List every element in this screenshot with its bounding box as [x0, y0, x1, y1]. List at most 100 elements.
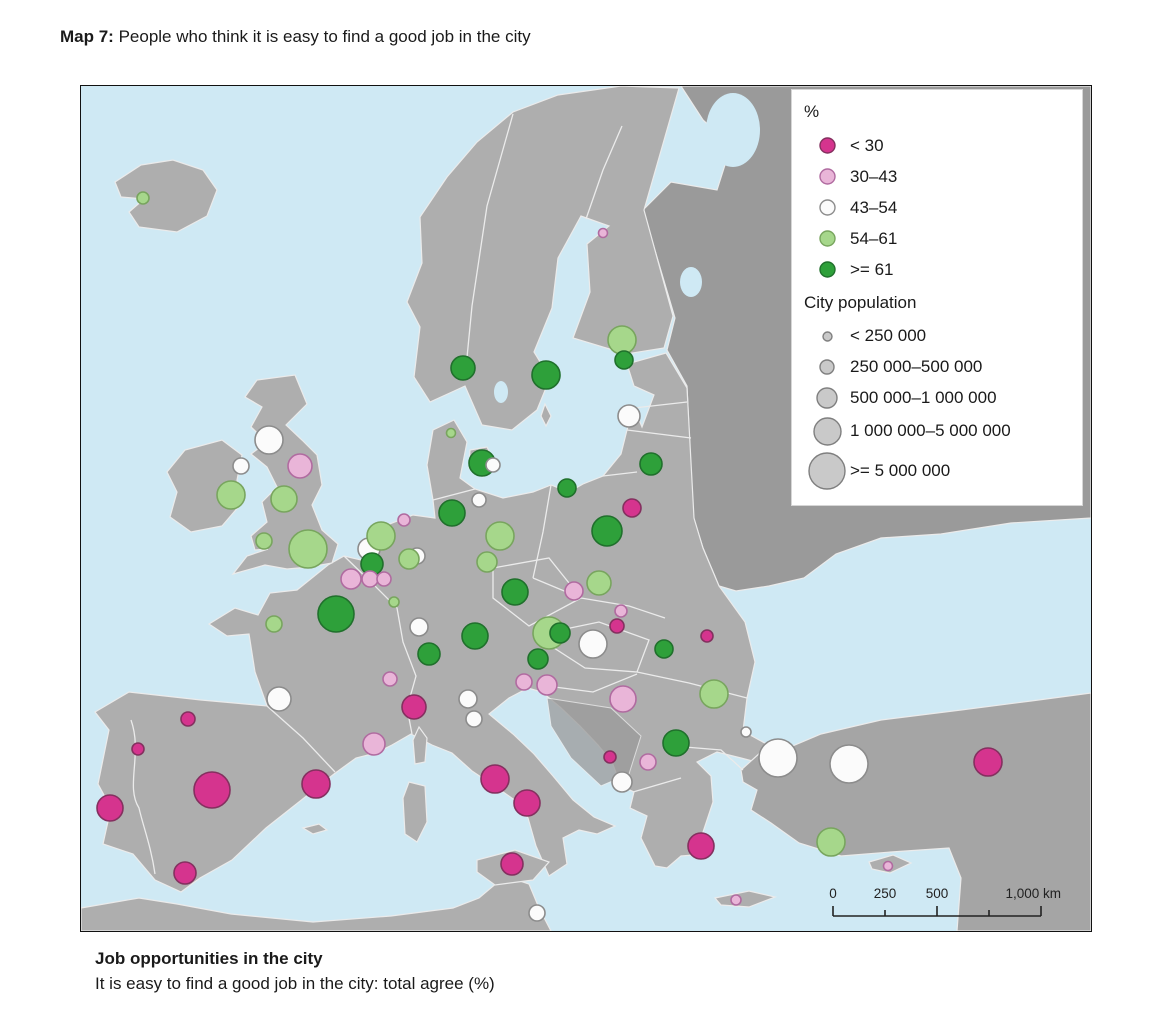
legend-population-label: >= 5 000 000 [850, 461, 951, 480]
city-circle [611, 771, 633, 793]
city-circle [131, 742, 145, 756]
legend-swatch-circle [821, 330, 833, 342]
legend-percent-label: < 30 [850, 135, 884, 155]
city-circle [173, 861, 197, 885]
legend-percent-item: 30–43 [804, 161, 1082, 192]
legend-percent-label: 54–61 [850, 228, 898, 248]
land-ireland [166, 439, 243, 533]
city-circle [617, 404, 641, 428]
city-circle [397, 513, 411, 527]
land-crete [713, 890, 778, 908]
city-circle [266, 686, 292, 712]
city-circle [687, 832, 715, 860]
city-circle [882, 860, 894, 872]
land-great-britain [231, 374, 339, 576]
legend-color-swatch [804, 136, 850, 155]
lake-ladoga [680, 267, 702, 297]
city-circle [586, 570, 612, 596]
legend-population-label: 250 000–500 000 [850, 356, 983, 376]
legend-percent-item: >= 61 [804, 254, 1082, 285]
city-circle [254, 425, 284, 455]
city-circle [458, 689, 478, 709]
city-circle [614, 350, 634, 370]
city-circle [597, 227, 609, 239]
land-gotland [540, 402, 552, 428]
city-circle [287, 453, 313, 479]
lake-vanern [494, 381, 508, 403]
legend-population-item: 500 000–1 000 000 [804, 382, 1082, 414]
city-circle [398, 548, 420, 570]
legend-swatch-circle [818, 137, 836, 154]
city-circle [531, 360, 561, 390]
city-circle [730, 894, 742, 906]
legend-percent-label: >= 61 [850, 259, 894, 279]
legend-population-item: >= 5 000 000 [804, 448, 1082, 494]
city-circle [317, 595, 355, 633]
map-title: Map 7: People who think it is easy to fi… [60, 27, 531, 47]
legend-population-classes: < 250 000 250 000–500 000 500 000–1 000 00… [804, 321, 1082, 494]
scale-bar-tick-label: 500 [926, 886, 949, 901]
city-circle [829, 744, 869, 784]
city-circle [438, 499, 466, 527]
city-circle [417, 642, 441, 666]
city-circle [654, 639, 674, 659]
city-circle [96, 794, 124, 822]
city-circle [232, 457, 250, 475]
city-circle [480, 764, 510, 794]
scale-bar-tick-label: 0 [829, 886, 837, 901]
city-circle [603, 750, 617, 764]
map-title-text: People who think it is easy to find a go… [113, 27, 531, 46]
city-circle [216, 480, 246, 510]
legend-population-item: 250 000–500 000 [804, 351, 1082, 382]
city-circle [461, 622, 489, 650]
scale-bar-end-label: 1,000 km [1005, 886, 1061, 901]
city-circle [639, 753, 657, 771]
city-circle [361, 570, 379, 588]
city-circle [288, 529, 328, 569]
city-circle [816, 827, 846, 857]
city-circle [465, 710, 483, 728]
city-circle [193, 771, 231, 809]
city-circle [376, 571, 392, 587]
legend-percent-item: 54–61 [804, 223, 1082, 254]
city-circle [527, 648, 549, 670]
city-circle [401, 694, 427, 720]
city-circle [662, 729, 690, 757]
city-circle [528, 904, 546, 922]
city-circle [515, 673, 533, 691]
legend-size-swatch [804, 416, 850, 447]
city-circle [740, 726, 752, 738]
legend-swatch-circle [818, 199, 836, 216]
city-circle [758, 738, 798, 778]
city-circle [549, 622, 571, 644]
map-canvas: % < 30 30–43 43–54 54–61 >= 61 City populati… [80, 85, 1092, 932]
legend-size-swatch [804, 358, 850, 376]
legend-swatch-circle [818, 230, 836, 247]
legend-population-item: < 250 000 [804, 321, 1082, 351]
city-circle [557, 478, 577, 498]
legend-size-swatch [804, 386, 850, 410]
land-corsica [412, 725, 428, 765]
legend-percent-label: 30–43 [850, 166, 898, 186]
city-circle [536, 674, 558, 696]
legend-swatch-circle [818, 261, 836, 278]
map-title-prefix: Map 7: [60, 27, 114, 46]
city-circle [270, 485, 298, 513]
city-circle [564, 581, 584, 601]
land-north-africa [81, 875, 552, 931]
city-circle [609, 618, 625, 634]
city-circle [622, 498, 642, 518]
legend-color-swatch [804, 167, 850, 186]
city-circle [476, 551, 498, 573]
legend-population-label: 1 000 000–5 000 000 [850, 421, 1011, 440]
land-sardinia [402, 781, 428, 843]
map-legend: % < 30 30–43 43–54 54–61 >= 61 City populati… [791, 89, 1083, 506]
legend-size-swatch [804, 451, 850, 491]
figure-caption: Job opportunities in the city It is easy… [95, 946, 495, 996]
city-circle [136, 191, 150, 205]
legend-swatch-circle [818, 168, 836, 185]
legend-population-label: < 250 000 [850, 326, 927, 345]
legend-swatch-circle [816, 387, 838, 409]
city-circle [255, 532, 273, 550]
city-circle [591, 515, 623, 547]
